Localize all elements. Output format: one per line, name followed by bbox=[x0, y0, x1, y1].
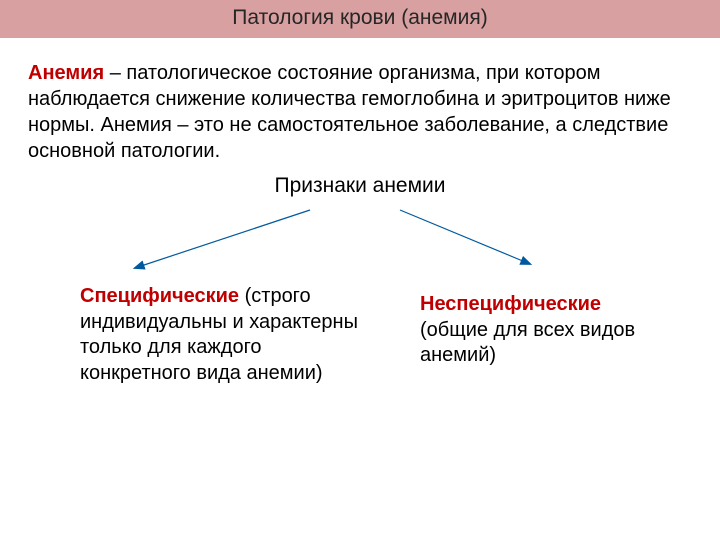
arrow-right bbox=[400, 210, 530, 264]
intro-rest: – патологическое состояние организма, пр… bbox=[28, 62, 671, 162]
diagram-root-label: Признаки анемии bbox=[274, 174, 445, 198]
branch-right: Неспецифические (общие для всех видов ан… bbox=[420, 292, 660, 369]
branch-right-term: Неспецифические bbox=[420, 293, 601, 315]
diagram-arrows bbox=[0, 202, 720, 282]
slide-header: Патология крови (анемия) bbox=[0, 0, 720, 38]
intro-term: Анемия bbox=[28, 62, 104, 84]
branch-right-rest: (общие для всех видов анемий) bbox=[420, 319, 635, 367]
branch-left: Специфические (строго индивидуальны и ха… bbox=[80, 284, 360, 386]
branch-left-term: Специфические bbox=[80, 285, 239, 307]
slide-title: Патология крови (анемия) bbox=[232, 6, 487, 29]
arrow-left bbox=[135, 210, 310, 268]
diagram-area: Признаки анемии Специфические (строго ин… bbox=[0, 174, 720, 474]
intro-paragraph: Анемия – патологическое состояние органи… bbox=[0, 38, 720, 174]
